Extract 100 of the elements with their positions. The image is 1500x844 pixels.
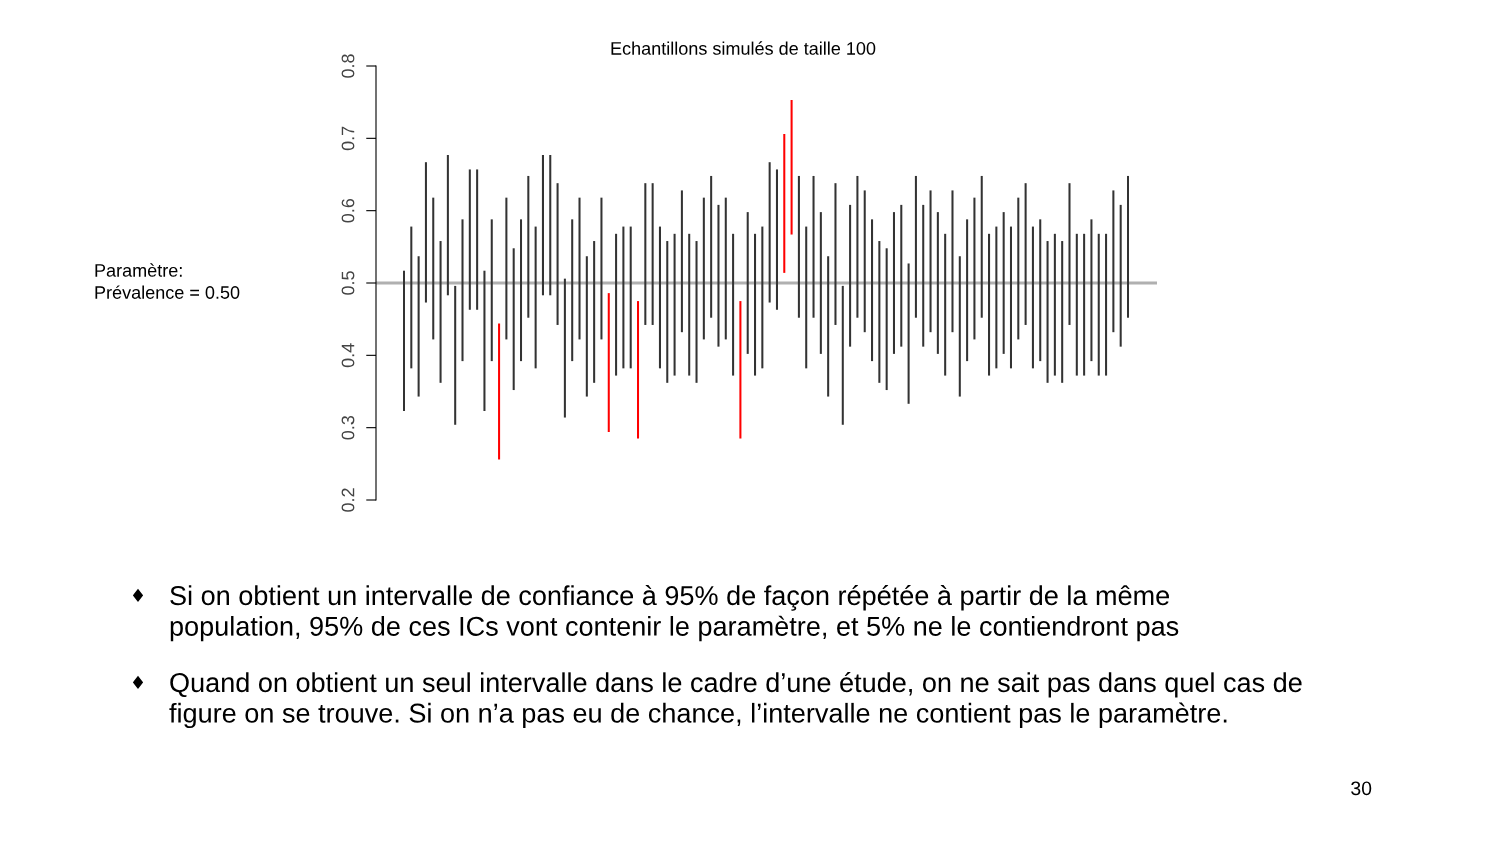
y-tick-label: 0.8 <box>341 54 355 78</box>
bar <box>1002 212 1005 354</box>
y-tick-label: 0.2 <box>341 488 355 512</box>
bar <box>446 154 449 296</box>
bar <box>622 226 625 369</box>
bar <box>1053 233 1056 376</box>
bar <box>439 241 442 383</box>
bar <box>1039 219 1042 362</box>
bar <box>637 301 640 439</box>
bar <box>695 241 698 383</box>
bar <box>819 212 822 354</box>
text: ♦ Quand on obtient un seul intervalle dans le cadre d’une étude, on ne sait pas dans quel cas de figure on se trouve. Si on n’a pas eu de chance, l’intervalle ne contient pas le paramètre. <box>132 672 1302 729</box>
bar <box>988 233 991 376</box>
bar <box>658 226 661 369</box>
bar <box>556 183 559 325</box>
bar <box>783 133 786 273</box>
bar <box>958 256 961 397</box>
bar <box>1031 226 1034 369</box>
bar <box>812 175 815 318</box>
bar <box>527 175 530 318</box>
chart-title: Echantillons simulés de taille 100 <box>611 41 876 55</box>
bar <box>468 169 471 310</box>
bar <box>1009 226 1013 369</box>
y-tick-label: 0.5 <box>341 271 355 295</box>
bar <box>856 175 859 318</box>
bar <box>1061 241 1064 383</box>
bar <box>1017 197 1020 340</box>
bar <box>519 219 523 362</box>
bar <box>834 183 837 325</box>
bar <box>761 226 764 369</box>
bar <box>410 226 413 369</box>
y-tick-label: 0.3 <box>341 415 355 440</box>
bar <box>1024 183 1027 325</box>
text: 30 <box>1351 781 1372 796</box>
bar <box>951 190 954 333</box>
bar <box>498 323 501 460</box>
bar <box>549 154 552 296</box>
bar <box>454 285 457 425</box>
bar <box>805 226 808 369</box>
bar <box>746 212 749 354</box>
bar <box>966 219 969 362</box>
bar <box>1119 204 1122 347</box>
bar <box>936 212 939 354</box>
bar <box>995 226 998 369</box>
y-tick-label: 0.6 <box>341 198 355 223</box>
bar <box>739 301 742 439</box>
bar <box>417 256 420 397</box>
y-tick-label: 0.4 <box>341 343 355 368</box>
bar <box>1112 190 1115 333</box>
bar <box>585 256 588 397</box>
bar <box>490 219 493 362</box>
bar <box>775 169 778 310</box>
text: Paramètre: Prévalence = 0.50 <box>95 263 240 299</box>
text: ♦ Si on obtient un intervalle de confiance à 95% de façon répétée à partir de la même population, 95% de ces ICs vont contenir le paramètre, et 5% ne le contiendront pas <box>132 585 1179 642</box>
bar <box>914 175 917 318</box>
bar <box>1097 233 1100 376</box>
bar <box>710 175 713 318</box>
bar <box>578 197 581 340</box>
bar <box>512 248 515 391</box>
bar <box>702 197 705 340</box>
bar <box>790 100 793 235</box>
bar <box>973 197 976 340</box>
bar <box>432 197 435 340</box>
bar <box>402 270 406 412</box>
bar <box>505 197 508 340</box>
bar <box>629 226 632 369</box>
bar <box>724 197 727 340</box>
bar <box>593 241 596 383</box>
bar <box>849 204 852 347</box>
bar <box>929 190 932 333</box>
bar <box>732 233 735 376</box>
bar <box>607 293 610 433</box>
bar <box>483 270 486 412</box>
bar <box>900 204 903 347</box>
bar <box>651 183 654 325</box>
bar <box>680 190 683 333</box>
y-tick-label: 0.7 <box>341 126 355 151</box>
bar <box>1083 233 1086 376</box>
bar <box>754 233 757 376</box>
bar <box>644 183 647 325</box>
bar <box>600 197 603 340</box>
bar <box>980 175 983 318</box>
bar <box>534 226 537 369</box>
bar <box>878 241 881 383</box>
bar <box>1068 183 1071 325</box>
bar <box>476 169 479 310</box>
bar <box>563 278 566 418</box>
bar <box>1075 233 1078 376</box>
bar <box>717 204 720 347</box>
bar <box>768 162 771 303</box>
bar <box>841 285 844 425</box>
bar <box>673 233 676 376</box>
bar <box>615 233 618 376</box>
bar <box>1046 241 1049 383</box>
bar <box>797 175 800 318</box>
bar <box>922 204 925 347</box>
bar <box>863 190 866 333</box>
bar <box>871 219 874 362</box>
bar <box>944 233 947 376</box>
bar <box>892 212 895 354</box>
